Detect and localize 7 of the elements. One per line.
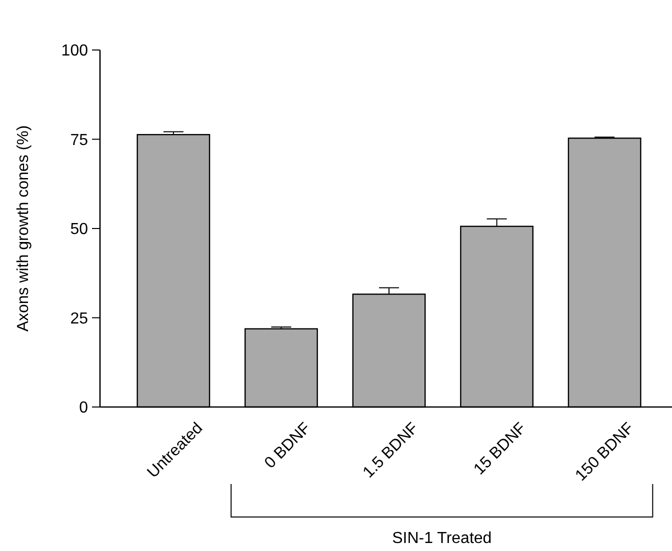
y-tick-label: 50 bbox=[70, 221, 88, 238]
y-tick-label: 0 bbox=[79, 400, 88, 417]
y-axis-title: Axons with growth cones (%) bbox=[15, 125, 32, 332]
text: SIN-1 Treated bbox=[392, 530, 492, 547]
y-tick-label: 100 bbox=[61, 42, 88, 60]
y-tick-label: 75 bbox=[70, 132, 88, 149]
y-tick-label: 25 bbox=[70, 310, 88, 328]
